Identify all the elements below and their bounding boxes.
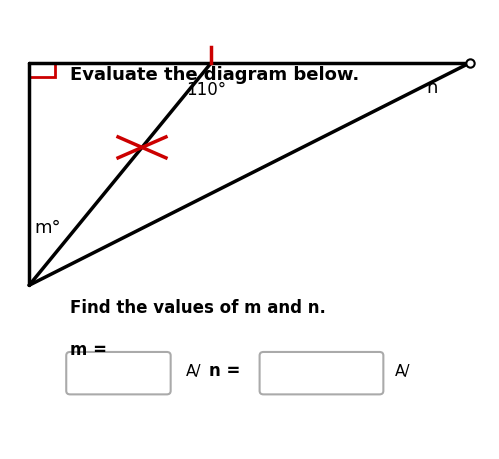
- Text: A/: A/: [395, 364, 411, 379]
- Text: 110°: 110°: [186, 81, 227, 99]
- Text: A/: A/: [186, 364, 202, 379]
- Text: m =: m =: [70, 341, 107, 359]
- FancyBboxPatch shape: [259, 352, 383, 394]
- Text: n =: n =: [210, 363, 241, 381]
- Text: n: n: [427, 78, 438, 96]
- Text: Find the values of m and n.: Find the values of m and n.: [70, 299, 326, 317]
- FancyBboxPatch shape: [66, 352, 171, 394]
- Text: m°: m°: [34, 218, 60, 237]
- Text: Evaluate the diagram below.: Evaluate the diagram below.: [70, 66, 359, 84]
- Bar: [29, 63, 55, 77]
